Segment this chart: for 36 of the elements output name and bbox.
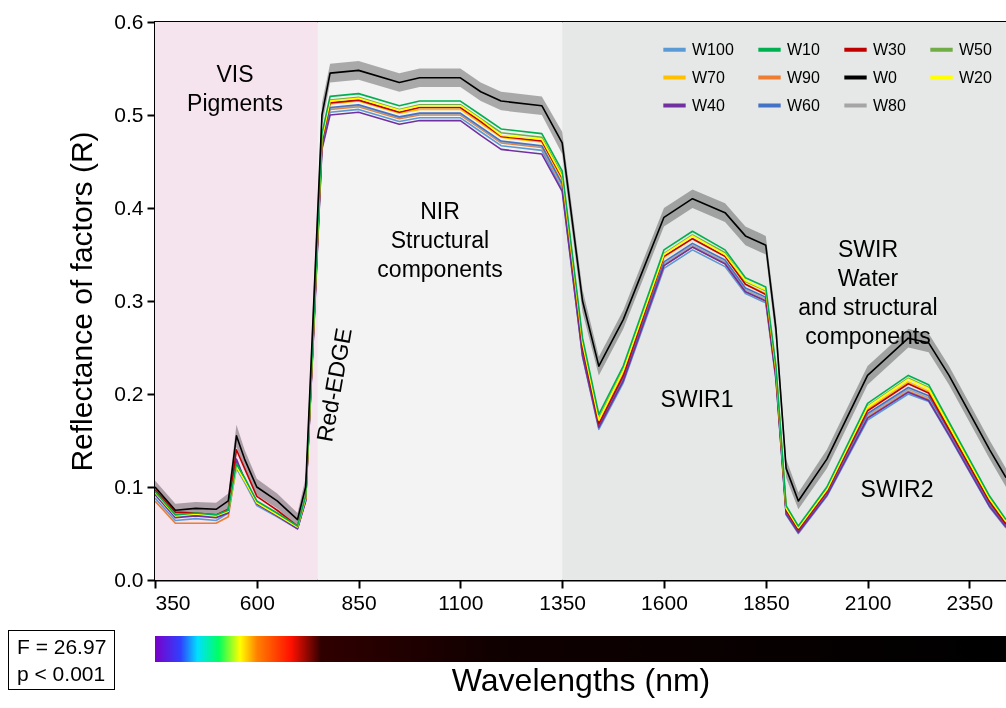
- x-tick-label: 850: [341, 590, 377, 614]
- annotation: SWIR Water and structural components: [798, 236, 938, 349]
- y-tick-label: 0.6: [114, 9, 144, 33]
- annotation: NIR Structural components: [377, 198, 503, 282]
- legend-label: W90: [787, 68, 820, 86]
- y-tick-label: 0.5: [114, 102, 144, 126]
- legend-label: W20: [959, 68, 992, 86]
- legend-label: W40: [692, 96, 725, 114]
- text: F = 26.97 p < 0.001: [17, 634, 107, 687]
- legend-label: W50: [959, 40, 992, 58]
- legend-label: W30: [873, 40, 906, 58]
- y-tick-label: 0.4: [114, 195, 144, 219]
- y-tick-label: 0.0: [114, 567, 144, 591]
- legend-label: W70: [692, 68, 725, 86]
- x-tick-label: 1350: [539, 590, 587, 614]
- x-tick-label: 600: [239, 590, 275, 614]
- x-tick-label: 2350: [946, 590, 994, 614]
- x-tick-label: 1100: [438, 590, 484, 614]
- y-tick-label: 0.3: [114, 288, 144, 312]
- legend-label: W10: [787, 40, 820, 58]
- annotation: VIS Pigments: [187, 61, 283, 116]
- x-tick-label: 350: [155, 590, 191, 614]
- y-tick-label: 0.2: [114, 381, 144, 405]
- legend-label: W60: [787, 96, 820, 114]
- y-tick-label: 0.1: [114, 474, 144, 498]
- annotation: Red-EDGE: [311, 325, 357, 444]
- y-axis-title: Reflectance of factors (R): [65, 131, 99, 472]
- x-tick-label: 1600: [641, 590, 688, 614]
- x-axis-title: Wavelengths (nm): [451, 661, 711, 698]
- annotation: SWIR1: [660, 386, 734, 412]
- x-tick-label: 2100: [844, 590, 892, 614]
- legend-label: W80: [873, 96, 906, 114]
- x-tick-label: 1850: [742, 590, 790, 614]
- legend-label: W0: [873, 68, 898, 86]
- annotation: SWIR2: [860, 476, 934, 502]
- legend-label: W100: [692, 40, 734, 58]
